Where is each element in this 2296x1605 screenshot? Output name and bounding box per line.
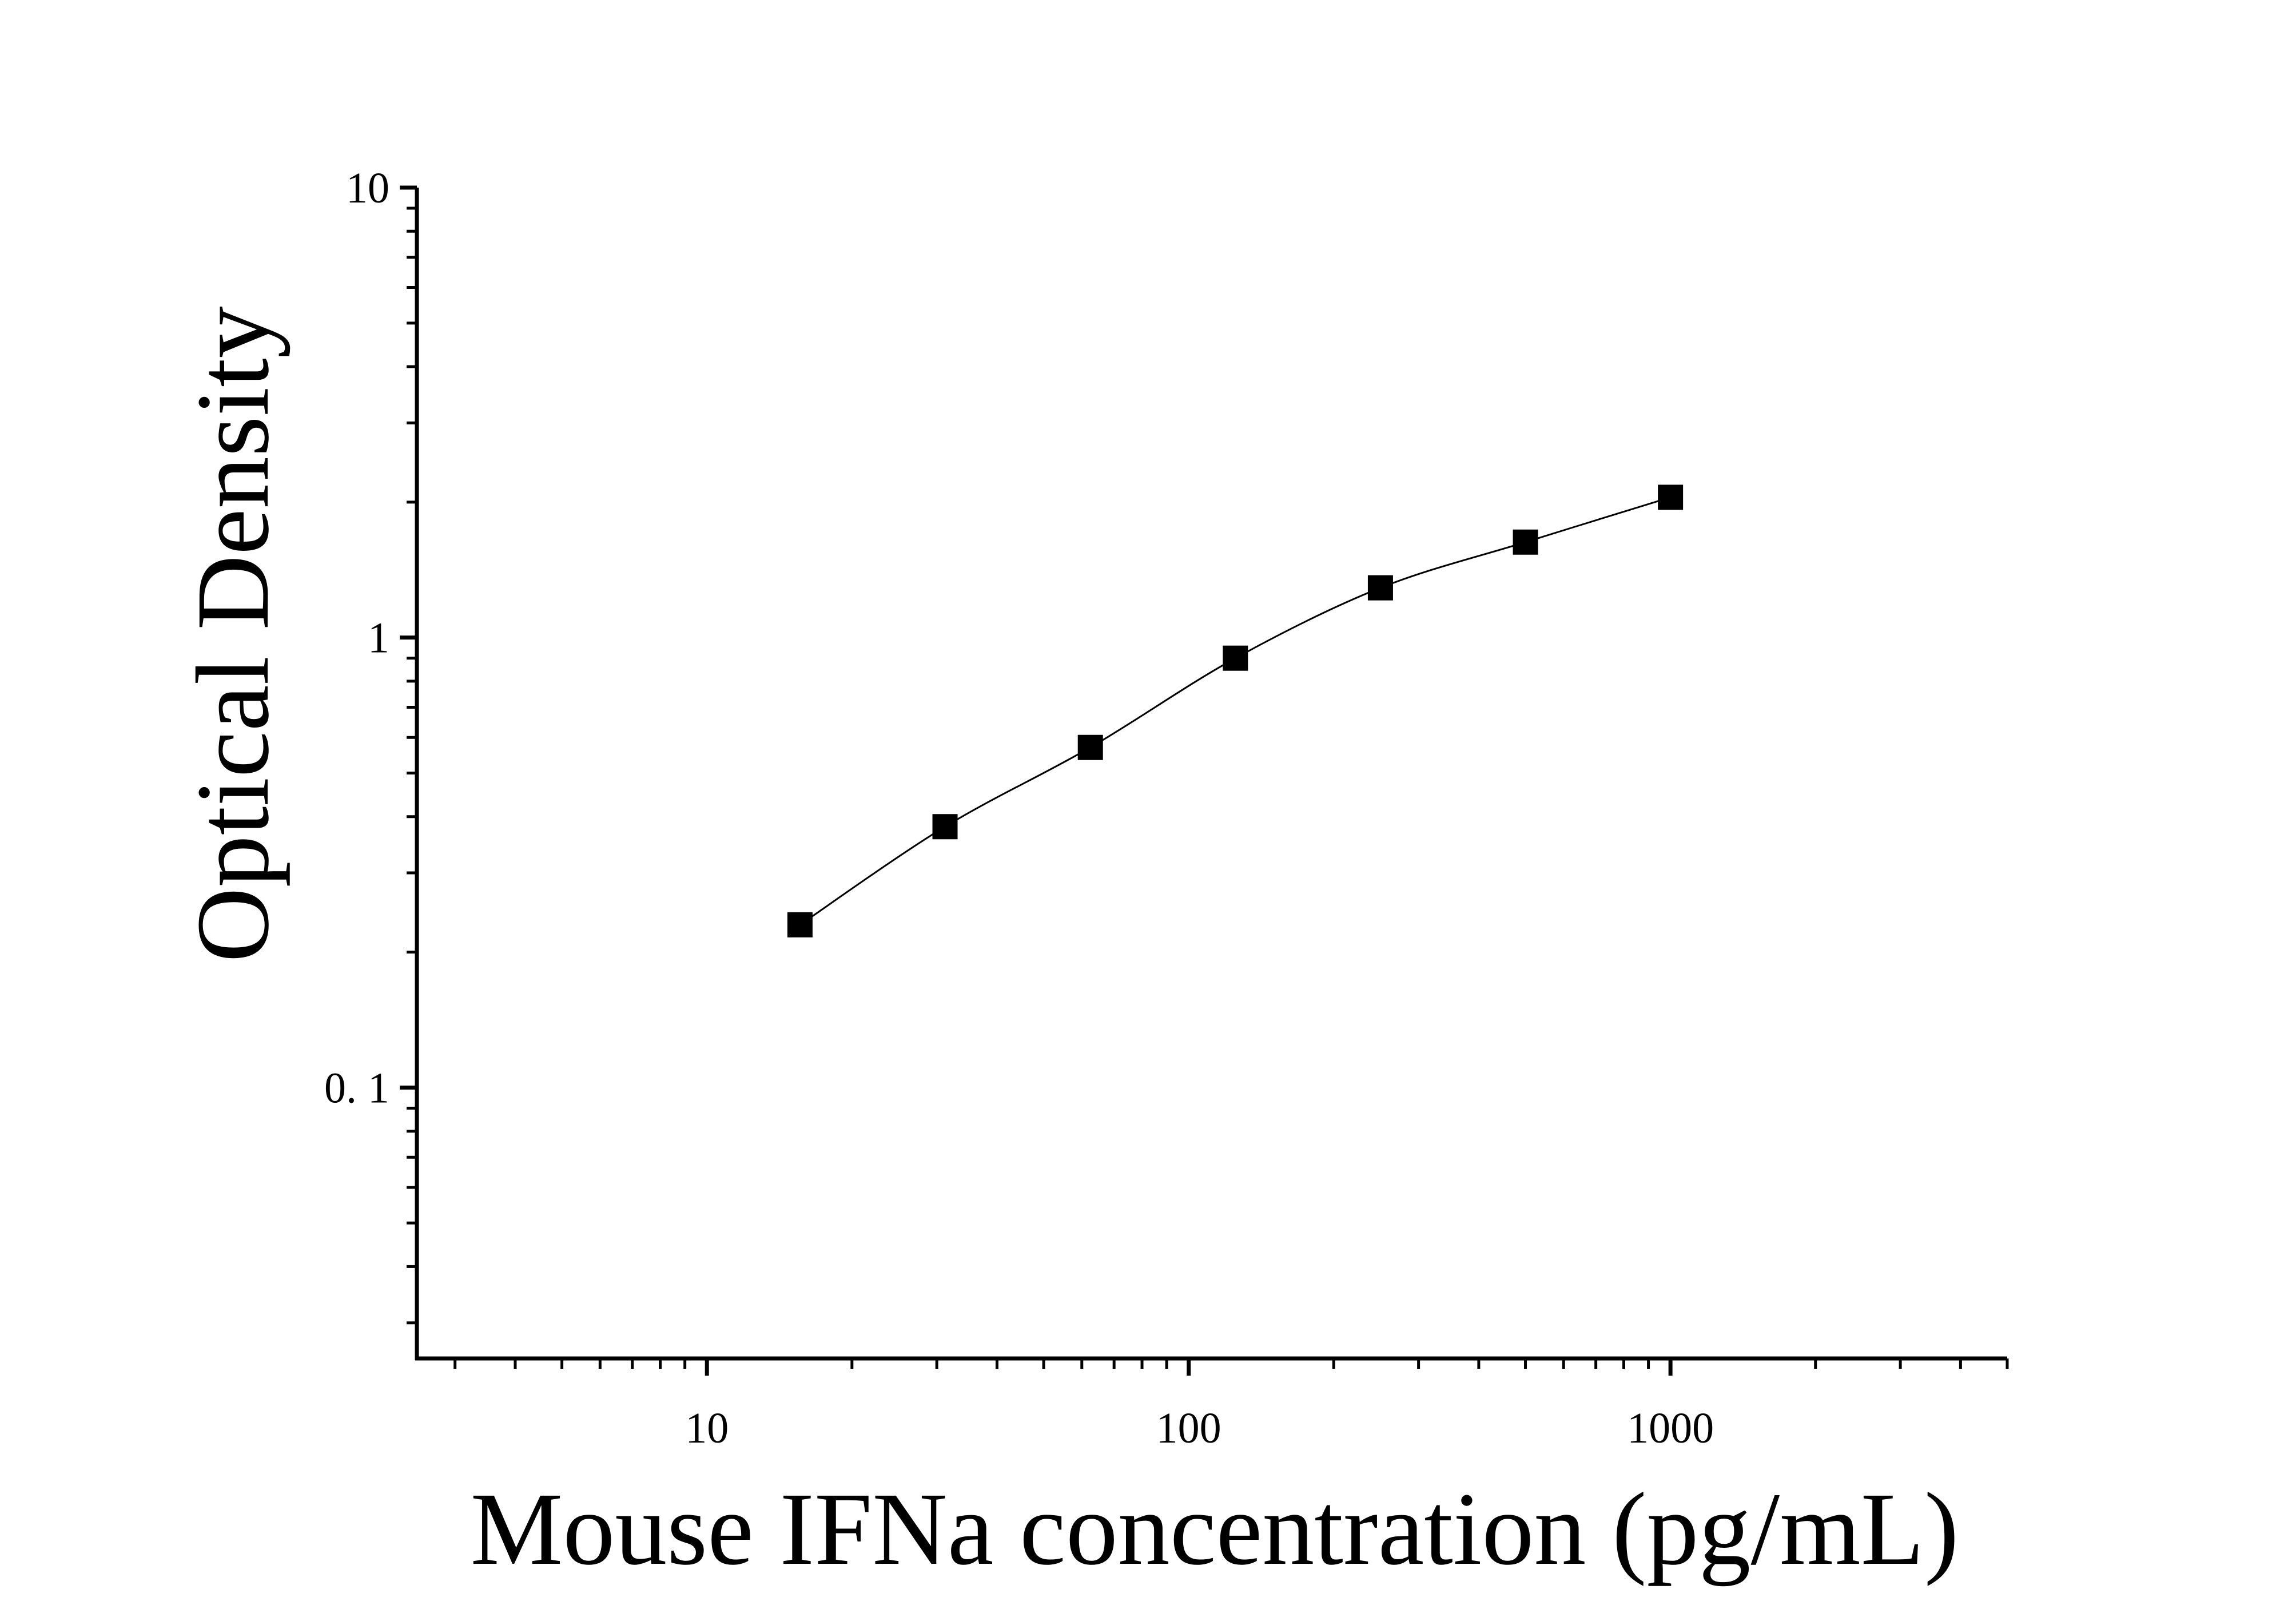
data-point xyxy=(1223,645,1248,671)
fit-curve-layer xyxy=(799,496,1671,926)
x-tick-label: 10 xyxy=(685,1404,729,1452)
data-point xyxy=(787,912,813,937)
y-tick-label: 0. 1 xyxy=(324,1064,389,1112)
data-point xyxy=(1077,734,1103,760)
y-tick-label: 10 xyxy=(346,164,389,212)
axes xyxy=(415,188,2007,1361)
data-points xyxy=(787,484,1684,937)
x-axis-ticks: 10 100 1000 xyxy=(453,1358,2009,1452)
data-point xyxy=(1367,575,1393,601)
x-tick-label: 1000 xyxy=(1627,1404,1714,1452)
x-tick-label: 100 xyxy=(1156,1404,1221,1452)
y-axis-ticks: 10 1 0. 1 xyxy=(324,164,417,1325)
fit-curve xyxy=(799,496,1671,926)
data-point xyxy=(1513,529,1538,555)
y-axis-title: Optical Density xyxy=(176,306,291,962)
data-point xyxy=(1658,484,1684,510)
x-axis-title: Mouse IFNa concentration (pg/mL) xyxy=(471,1472,1959,1587)
y-tick-label: 1 xyxy=(368,614,389,662)
data-point xyxy=(932,814,958,840)
